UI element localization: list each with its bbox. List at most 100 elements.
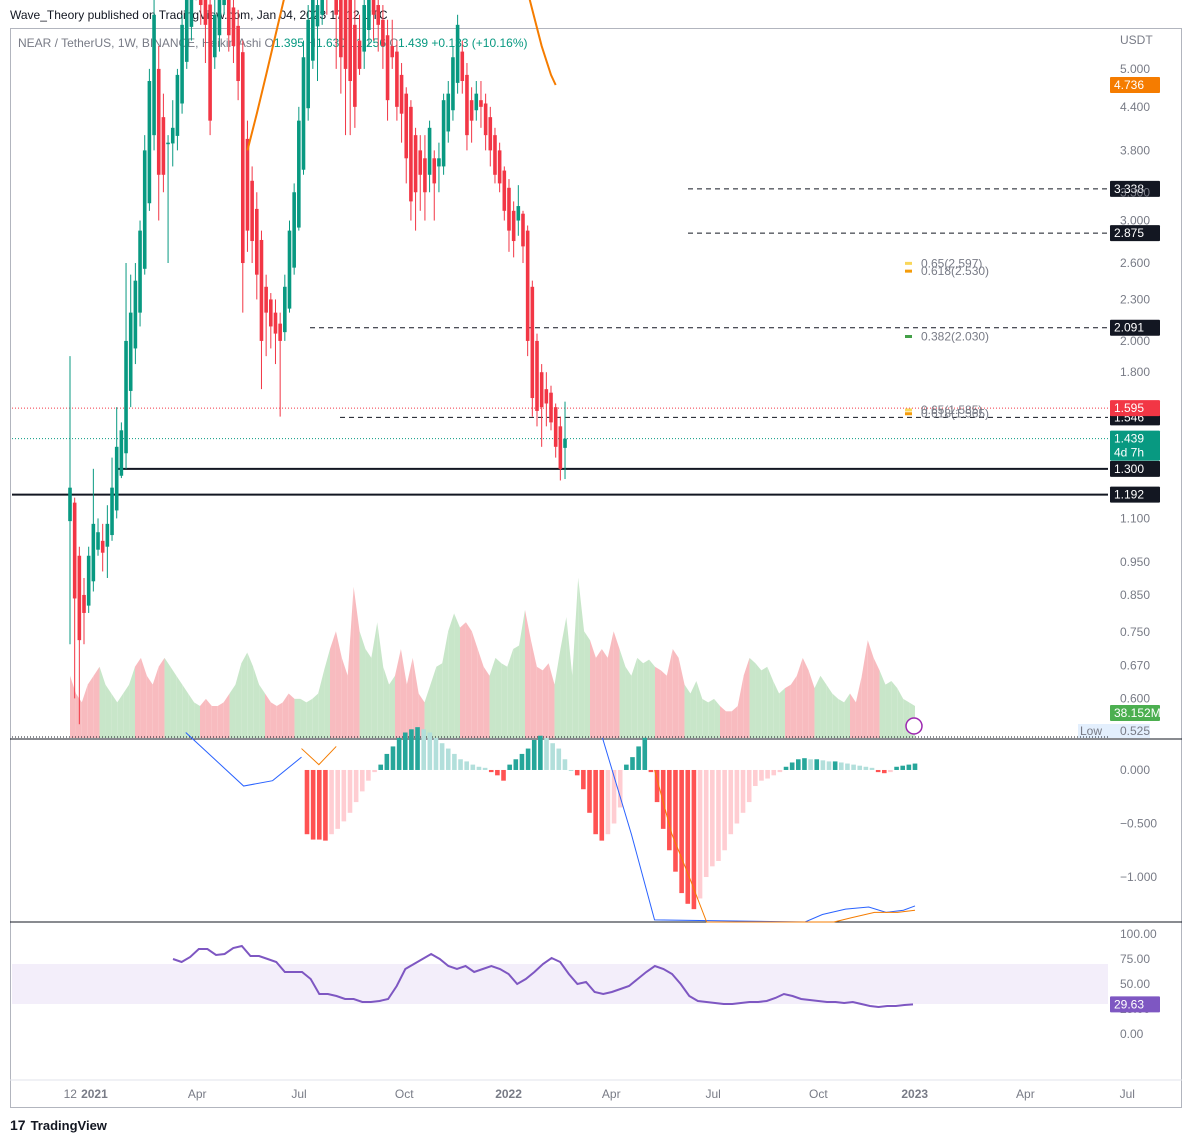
- fib-marker-0.65(2.597): [905, 261, 912, 265]
- fib-label-0.65(1.585): 0.65(1.585): [921, 403, 982, 417]
- macd-histogram-bar: [323, 769, 328, 841]
- candle-body: [469, 100, 474, 121]
- volume-area: [714, 698, 720, 738]
- macd-histogram-bar: [495, 769, 500, 776]
- macd-histogram-bar: [409, 729, 414, 770]
- macd-histogram-bar: [445, 748, 451, 770]
- ohlc-close: 1.439: [398, 36, 429, 50]
- volume-area: [873, 657, 880, 738]
- volume-area: [123, 684, 130, 738]
- price-axis-tick-0.750: 0.750: [1120, 625, 1150, 639]
- price-axis-tick-2.000: 2.000: [1120, 334, 1150, 348]
- macd-histogram-bar: [881, 769, 887, 774]
- ohlc-close-prefix: C: [389, 36, 399, 50]
- candle-body: [283, 286, 287, 333]
- candle-body: [250, 180, 254, 242]
- time-axis-tick-Apr: Apr: [602, 1087, 621, 1101]
- time-axis-tick-Jul: Jul: [705, 1087, 720, 1101]
- volume-area: [111, 693, 118, 738]
- time-axis-tick-Jul: Jul: [1120, 1087, 1135, 1101]
- macd-signal-line: [654, 769, 916, 923]
- candle-body: [255, 208, 259, 275]
- candle-body: [441, 100, 446, 167]
- tradingview-footer[interactable]: 17 TradingView: [10, 1117, 107, 1133]
- volume-area: [590, 640, 596, 738]
- candle-body: [297, 120, 301, 228]
- volume-area: [507, 649, 514, 738]
- macd-histogram-bar: [716, 769, 721, 861]
- volume-area: [720, 705, 726, 738]
- volume-area: [495, 657, 502, 738]
- candle-body: [437, 158, 441, 167]
- candle-body: [133, 280, 138, 349]
- candle-body: [479, 100, 483, 107]
- volume-area: [235, 663, 242, 738]
- volume-area: [731, 705, 738, 738]
- fib-marker-0.65(1.585): [905, 408, 912, 412]
- rsi-axis-tick-0.00: 0.00: [1120, 1027, 1144, 1041]
- candle-body: [311, 0, 315, 61]
- macd-histogram-bar: [544, 737, 549, 770]
- macd-histogram-bar: [912, 763, 918, 770]
- candle-body: [455, 24, 460, 83]
- candle-body: [217, 0, 222, 36]
- candle-body: [105, 523, 110, 547]
- macd-axis-tick-−1.000: −1.000: [1120, 870, 1157, 884]
- candle-body: [507, 187, 511, 231]
- volume-area: [525, 609, 531, 738]
- macd-histogram-bar: [894, 766, 899, 770]
- macd-histogram-bar: [513, 759, 519, 770]
- candle-body: [353, 24, 357, 107]
- volume-area: [548, 663, 555, 738]
- candle-body: [376, 5, 381, 25]
- time-axis-tick-2023: 2023: [901, 1087, 928, 1101]
- time-axis-tick-Oct: Oct: [809, 1087, 828, 1101]
- candle-body: [395, 51, 399, 107]
- candle-body: [82, 594, 86, 613]
- macd-histogram-bar: [482, 767, 488, 770]
- macd-histogram-bar: [593, 769, 598, 835]
- rsi-value-badge-bg: [1110, 996, 1160, 1013]
- volume-area: [867, 640, 874, 738]
- volume-area: [288, 693, 295, 738]
- volume-area: [389, 675, 395, 738]
- macd-histogram-bar: [703, 769, 709, 878]
- candle-body: [86, 555, 91, 606]
- candle-body: [100, 540, 105, 553]
- candle-body: [418, 150, 423, 175]
- rsi-axis-tick-100.00: 100.00: [1120, 927, 1157, 941]
- macd-histogram-bar: [415, 727, 420, 770]
- price-axis-tick-0.670: 0.670: [1120, 659, 1150, 673]
- candle-body: [161, 117, 166, 175]
- macd-histogram-bar: [654, 769, 660, 803]
- fib-label-0.618(2.530): 0.618(2.530): [921, 264, 989, 278]
- macd-histogram-bar: [624, 764, 629, 770]
- volume-area: [625, 666, 632, 738]
- price-badge-1.595-bg: [1110, 400, 1160, 417]
- price-axis-tick-0.950: 0.950: [1120, 555, 1150, 569]
- level-badge-1.192-bg: [1110, 486, 1160, 503]
- ohlc-open-prefix: O: [264, 36, 274, 50]
- volume-area: [353, 586, 360, 738]
- macd-histogram-bar: [347, 769, 353, 813]
- symbol-legend[interactable]: NEAR / TetherUS, 1W, BINANCE, Heikin Ash…: [18, 36, 528, 50]
- candle-body: [278, 323, 282, 341]
- candle-body: [432, 158, 437, 184]
- fib-label-0.618(1.565): 0.618(1.565): [921, 407, 989, 421]
- candle-body: [96, 532, 100, 550]
- volume-area: [560, 616, 567, 738]
- candle-body: [166, 142, 170, 145]
- candle-body: [231, 7, 236, 47]
- macd-histogram-bar: [796, 759, 801, 770]
- macd-histogram-bar: [820, 760, 826, 770]
- volume-area: [347, 586, 354, 738]
- price-axis-tick-2.300: 2.300: [1120, 292, 1150, 306]
- candle-body: [488, 117, 493, 151]
- macd-histogram-bar: [728, 769, 734, 835]
- volume-area: [442, 631, 449, 738]
- candle-body: [198, 0, 203, 6]
- candle-body: [563, 438, 567, 448]
- volume-badge: 38.152M: [1114, 706, 1161, 720]
- volume-area: [81, 684, 88, 738]
